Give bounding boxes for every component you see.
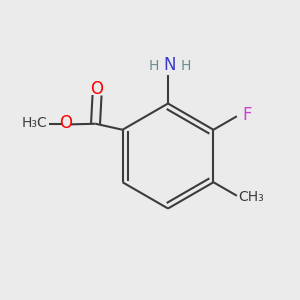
Text: N: N (163, 56, 176, 74)
Text: O: O (59, 114, 72, 132)
Text: F: F (243, 106, 252, 124)
Text: O: O (91, 80, 103, 98)
Text: H: H (148, 59, 159, 73)
Text: CH₃: CH₃ (238, 190, 264, 204)
Text: H₃C: H₃C (22, 116, 48, 130)
Text: H: H (180, 59, 190, 73)
